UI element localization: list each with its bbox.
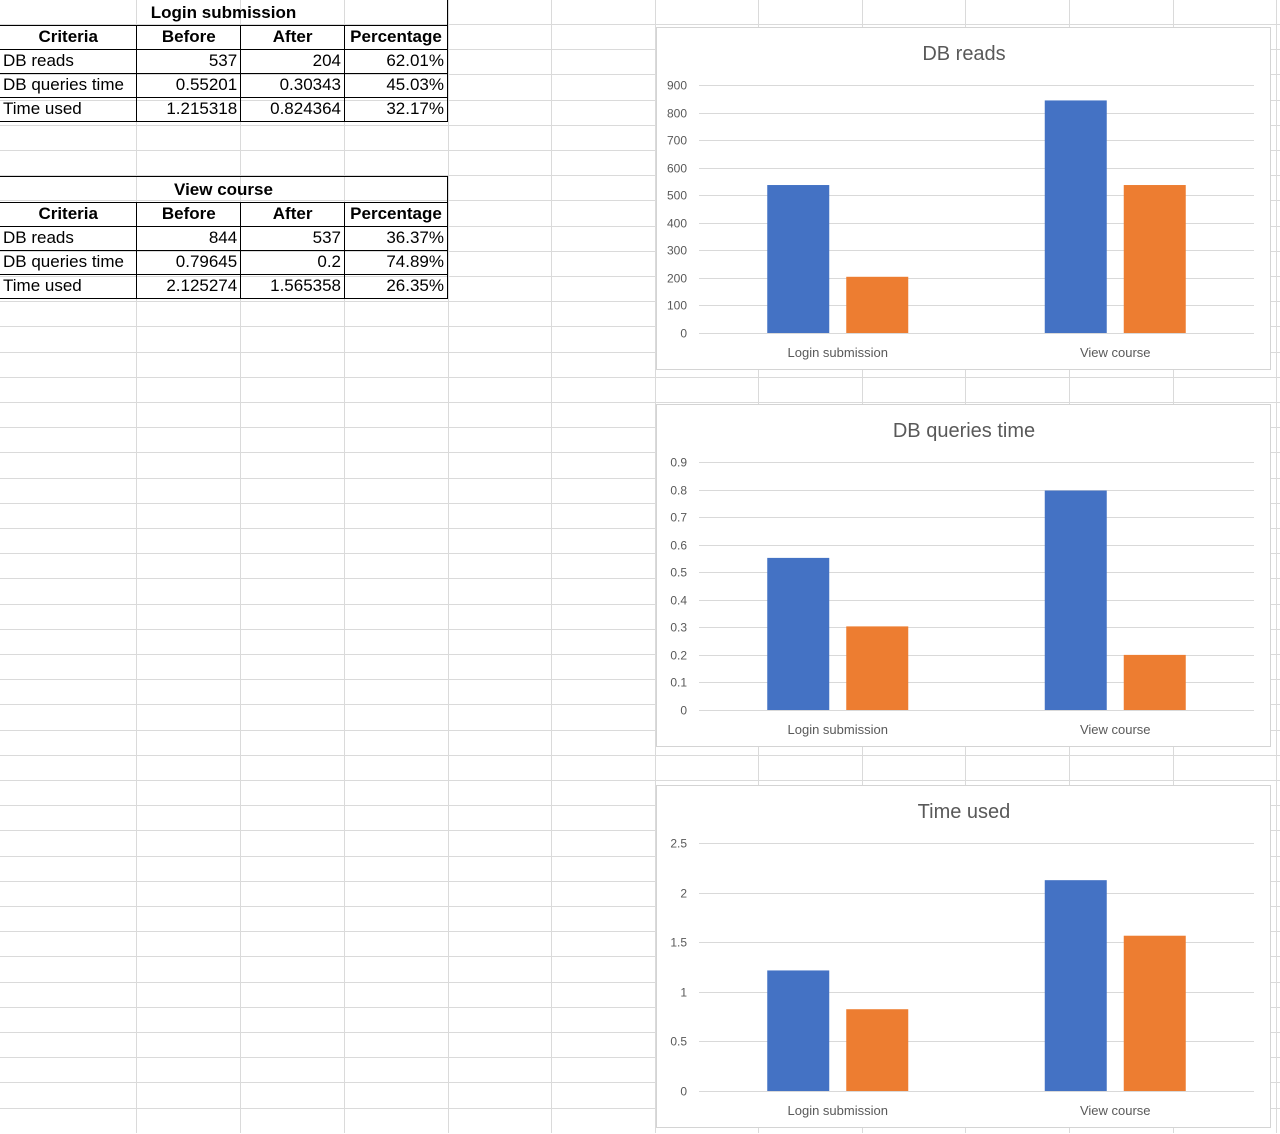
y-tick-label: 0.8 bbox=[670, 484, 687, 498]
cell[interactable]: DB reads bbox=[0, 48, 138, 74]
bar-after bbox=[1123, 935, 1186, 1091]
table-row: DB queries time 0.79645 0.2 74.89% bbox=[0, 249, 448, 275]
cell[interactable]: Time used bbox=[0, 273, 138, 299]
cell[interactable]: 844 bbox=[136, 225, 242, 251]
cell[interactable]: 0.30343 bbox=[240, 72, 346, 98]
y-tick-label: 0 bbox=[680, 327, 687, 341]
y-tick-label: 0.1 bbox=[670, 676, 687, 690]
header-cell[interactable]: After bbox=[240, 25, 346, 50]
x-category-label: View course bbox=[1080, 1103, 1151, 1118]
header-cell[interactable]: Percentage bbox=[344, 202, 448, 227]
y-tick-label: 1 bbox=[680, 986, 687, 1000]
cell[interactable]: 0.79645 bbox=[136, 249, 242, 275]
header-cell[interactable]: Before bbox=[136, 202, 242, 227]
y-tick-label: 400 bbox=[667, 217, 687, 231]
cell[interactable]: 2.125274 bbox=[136, 273, 242, 299]
y-tick-label: 900 bbox=[667, 79, 687, 93]
cell[interactable]: 204 bbox=[240, 48, 346, 74]
header-cell[interactable]: Criteria bbox=[0, 202, 138, 227]
y-tick-label: 100 bbox=[667, 299, 687, 313]
chart-title: DB reads bbox=[922, 43, 1005, 65]
header-cell[interactable]: Criteria bbox=[0, 25, 138, 50]
cell[interactable]: 36.37% bbox=[344, 225, 448, 251]
cell[interactable]: 26.35% bbox=[344, 273, 448, 299]
cell[interactable]: DB queries time bbox=[0, 72, 138, 98]
cell[interactable]: 0.2 bbox=[240, 249, 346, 275]
header-cell[interactable]: Percentage bbox=[344, 25, 448, 50]
y-tick-label: 600 bbox=[667, 162, 687, 176]
cell[interactable]: 45.03% bbox=[344, 72, 448, 98]
bar-before bbox=[767, 185, 830, 333]
bar-after bbox=[1123, 185, 1186, 333]
cell[interactable]: 0.55201 bbox=[136, 72, 242, 98]
cell[interactable]: DB queries time bbox=[0, 249, 138, 275]
y-tick-label: 700 bbox=[667, 134, 687, 148]
chart-time-used[interactable]: Time used 0 0.5 1 1.5 2 2.5 Login submission Vie… bbox=[656, 785, 1271, 1128]
y-tick-label: 300 bbox=[667, 244, 687, 258]
cell[interactable]: DB reads bbox=[0, 225, 138, 251]
chart-title: Time used bbox=[918, 801, 1011, 823]
cell[interactable]: Time used bbox=[0, 96, 138, 122]
header-cell[interactable]: Before bbox=[136, 25, 242, 50]
x-category-label: View course bbox=[1080, 722, 1151, 737]
y-tick-label: 0.2 bbox=[670, 649, 687, 663]
bar-chart-svg: DB reads 0 100 200 300 400 500 600 700 800 900 Logi… bbox=[667, 43, 1254, 360]
cell[interactable]: 62.01% bbox=[344, 48, 448, 74]
x-category-label: Login submission bbox=[788, 1103, 888, 1118]
y-tick-label: 0.9 bbox=[670, 456, 687, 470]
data-table: Criteria Before After Percentage DB read… bbox=[0, 202, 448, 299]
table-header-row: Criteria Before After Percentage bbox=[0, 202, 448, 227]
bar-after bbox=[846, 276, 909, 333]
data-table: Criteria Before After Percentage DB read… bbox=[0, 25, 448, 122]
table-row: DB reads 844 537 36.37% bbox=[0, 225, 448, 251]
bar-after bbox=[846, 1009, 909, 1091]
cell[interactable]: 32.17% bbox=[344, 96, 448, 122]
table-row: Time used 2.125274 1.565358 26.35% bbox=[0, 273, 448, 299]
table-row: Time used 1.215318 0.824364 32.17% bbox=[0, 96, 448, 122]
y-tick-label: 800 bbox=[667, 107, 687, 121]
chart-db-reads[interactable]: DB reads 0 100 200 300 400 500 600 700 800 900 Logi… bbox=[656, 27, 1271, 370]
y-tick-label: 1.5 bbox=[670, 936, 687, 950]
cell[interactable]: 537 bbox=[240, 225, 346, 251]
y-tick-label: 200 bbox=[667, 272, 687, 286]
y-tick-label: 0.5 bbox=[670, 1035, 687, 1049]
y-tick-label: 2.5 bbox=[670, 837, 687, 851]
bar-before bbox=[1044, 880, 1107, 1091]
y-tick-label: 0 bbox=[680, 1085, 687, 1099]
table-title: Login submission bbox=[0, 0, 448, 26]
y-tick-label: 0.6 bbox=[670, 539, 687, 553]
table-row: DB reads 537 204 62.01% bbox=[0, 48, 448, 74]
x-category-label: Login submission bbox=[788, 345, 888, 360]
cell[interactable]: 0.824364 bbox=[240, 96, 346, 122]
cell[interactable]: 1.215318 bbox=[136, 96, 242, 122]
bar-after bbox=[1123, 654, 1186, 710]
bar-before bbox=[1044, 490, 1107, 710]
x-category-label: View course bbox=[1080, 345, 1151, 360]
bar-before bbox=[767, 970, 830, 1091]
header-cell[interactable]: After bbox=[240, 202, 346, 227]
y-tick-label: 0 bbox=[680, 704, 687, 718]
y-tick-label: 0.3 bbox=[670, 621, 687, 635]
y-tick-label: 0.5 bbox=[670, 566, 687, 580]
y-tick-label: 0.7 bbox=[670, 511, 687, 525]
y-tick-label: 2 bbox=[680, 887, 687, 901]
y-tick-label: 0.4 bbox=[670, 594, 687, 608]
cell[interactable]: 1.565358 bbox=[240, 273, 346, 299]
y-tick-label: 500 bbox=[667, 189, 687, 203]
bar-chart-svg: Time used 0 0.5 1 1.5 2 2.5 Login submission Vie… bbox=[670, 801, 1254, 1118]
chart-db-queries-time[interactable]: DB queries time 0 0.1 0.2 0.3 0.4 0.5 0.6 0.7 0.8… bbox=[656, 404, 1271, 747]
table-row: DB queries time 0.55201 0.30343 45.03% bbox=[0, 72, 448, 98]
bar-before bbox=[767, 557, 830, 710]
cell[interactable]: 537 bbox=[136, 48, 242, 74]
table-header-row: Criteria Before After Percentage bbox=[0, 25, 448, 50]
table-title: View course bbox=[0, 176, 448, 203]
bar-after bbox=[846, 626, 909, 710]
bar-before bbox=[1044, 100, 1107, 333]
x-category-label: Login submission bbox=[788, 722, 888, 737]
bar-chart-svg: DB queries time 0 0.1 0.2 0.3 0.4 0.5 0.6 0.7 0.8… bbox=[670, 420, 1254, 737]
chart-title: DB queries time bbox=[893, 420, 1035, 442]
cell[interactable]: 74.89% bbox=[344, 249, 448, 275]
